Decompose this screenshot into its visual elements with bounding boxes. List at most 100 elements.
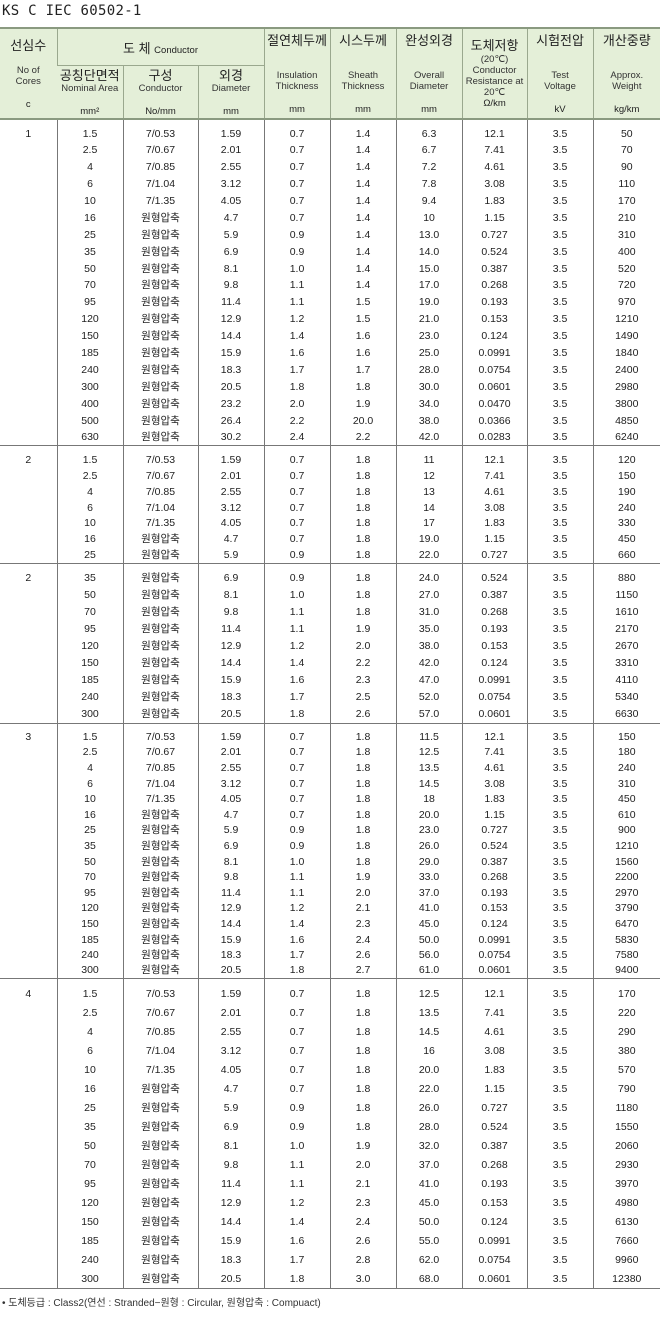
- table-cell: 3.5: [526, 723, 594, 745]
- table-cell: 10: [395, 209, 463, 227]
- table-cell: 3790: [592, 900, 660, 917]
- table-cell: 1.8: [329, 483, 397, 500]
- cores-cell: [0, 142, 57, 159]
- table-cell: 2.5: [56, 1003, 123, 1023]
- table-cell: 3.0: [329, 1269, 397, 1289]
- table-cell: 3.5: [526, 744, 594, 761]
- table-cell: 0.7: [263, 209, 331, 227]
- table-row: 2.5 7/0.67 2.01 0.7 1.8 13.5 7.41 3.5 220: [0, 1003, 660, 1023]
- table-cell: 15.9: [197, 344, 265, 362]
- table-row: 95 원형압축 11.4 1.1 1.5 19.0 0.193 3.5 970: [0, 293, 660, 311]
- table-cell: 1.6: [263, 1231, 331, 1251]
- table-cell: 3.5: [526, 962, 594, 979]
- cores-ko: 선심수: [10, 37, 47, 53]
- table-cell: 1.83: [461, 1060, 528, 1080]
- table-cell: 1.1: [263, 277, 331, 294]
- table-cell: 0.7: [263, 1003, 331, 1023]
- table-row: 120 원형압축 12.9 1.2 2.3 45.0 0.153 3.5 4980: [0, 1193, 660, 1213]
- table-cell: 3.5: [526, 467, 594, 484]
- table-cell: 660: [592, 547, 660, 564]
- table-header: 선심수 No of Cores c 도 체 Conductor 절연체두께 Ins…: [0, 28, 660, 120]
- table-cell: 0.7: [263, 1041, 331, 1061]
- table-cell: 52.0: [395, 688, 463, 706]
- table-cell: 3.5: [526, 192, 594, 210]
- table-row: 185 원형압축 15.9 1.6 2.3 47.0 0.0991 3.5 4110: [0, 671, 660, 689]
- table-cell: 7/0.53: [122, 119, 198, 142]
- cores-unit: c: [25, 98, 31, 110]
- table-row: 120 원형압축 12.9 1.2 1.5 21.0 0.153 3.5 1210: [0, 310, 660, 328]
- table-cell: 1.0: [263, 260, 331, 278]
- table-cell: 7/1.35: [122, 1060, 198, 1080]
- table-cell: 7/0.85: [122, 158, 198, 176]
- table-cell: 1.7: [329, 361, 397, 379]
- table-cell: 2400: [592, 361, 660, 379]
- voltage-ko: 시험전압: [536, 32, 584, 48]
- table-cell: 3.5: [526, 175, 594, 193]
- table-cell: 3.5: [526, 344, 594, 362]
- table-cell: 원형압축: [122, 277, 198, 294]
- table-cell: 50: [56, 853, 123, 870]
- table-cell: 42.0: [395, 429, 463, 446]
- table-cell: 원형압축: [122, 705, 198, 723]
- table-cell: 56.0: [395, 947, 463, 963]
- cores-cell: [0, 869, 57, 885]
- table-row: 70 원형압축 9.8 1.1 2.0 37.0 0.268 3.5 2930: [0, 1155, 660, 1175]
- table-cell: 4.61: [461, 760, 528, 776]
- table-cell: 2.55: [197, 158, 265, 176]
- table-cell: 원형압축: [122, 260, 198, 278]
- table-cell: 1.9: [329, 395, 397, 413]
- table-cell: 원형압축: [122, 226, 198, 244]
- table-cell: 170: [592, 192, 660, 210]
- table-cell: 7/0.53: [122, 445, 198, 468]
- table-cell: 5830: [592, 931, 660, 948]
- table-cell: 원형압축: [122, 310, 198, 328]
- table-cell: 1.9: [329, 869, 397, 885]
- table-cell: 120: [56, 310, 123, 328]
- table-cell: 3.5: [526, 563, 594, 587]
- table-cell: 원형압축: [122, 869, 198, 885]
- table-cell: 원형압축: [122, 209, 198, 227]
- table-cell: 7/1.35: [122, 192, 198, 210]
- table-cell: 2.1: [329, 1174, 397, 1194]
- cores-cell: [0, 226, 57, 243]
- table-row: 35 원형압축 6.9 0.9 1.8 28.0 0.524 3.5 1550: [0, 1117, 660, 1137]
- cores-cell: [0, 638, 57, 655]
- table-cell: 50.0: [395, 931, 463, 948]
- table-cell: 19.0: [395, 293, 463, 311]
- cores-cell: [0, 901, 57, 917]
- table-cell: 22.0: [395, 1079, 463, 1099]
- table-cell: 0.268: [461, 277, 528, 294]
- cores-cell: [0, 209, 57, 226]
- table-cell: 1.4: [263, 1212, 331, 1232]
- table-cell: 2.5: [56, 467, 123, 484]
- table-cell: 2.0: [263, 395, 331, 413]
- table-cell: 45.0: [395, 1193, 463, 1213]
- table-row: 2.5 7/0.67 2.01 0.7 1.8 12.5 7.41 3.5 180: [0, 744, 660, 761]
- weight-unit: kg/km: [614, 103, 640, 115]
- voltage-en: Test Voltage: [544, 69, 576, 92]
- table-row: 4 1.5 7/0.53 1.59 0.7 1.8 12.5 12.1 3.5 170: [0, 978, 660, 1004]
- table-cell: 1490: [592, 327, 660, 345]
- table-cell: 0.0991: [461, 671, 528, 689]
- table-cell: 1560: [592, 853, 660, 870]
- table-cell: 1.4: [329, 260, 397, 278]
- table-cell: 7/1.35: [122, 515, 198, 532]
- table-cell: 4.61: [461, 483, 528, 500]
- table-cell: 1.8: [329, 531, 397, 548]
- table-cell: 원형압축: [122, 563, 198, 587]
- table-cell: 25: [56, 1098, 123, 1118]
- table-cell: 16: [56, 531, 123, 548]
- table-cell: 29.0: [395, 853, 463, 870]
- insulation-en: Insulation Thickness: [275, 69, 319, 92]
- table-row: 150 원형압축 14.4 1.4 2.3 45.0 0.124 3.5 6470: [0, 916, 660, 932]
- table-cell: 원형압축: [122, 931, 198, 948]
- table-cell: 1.7: [263, 688, 331, 706]
- table-cell: 3.5: [526, 1079, 594, 1099]
- table-cell: 2.55: [197, 1022, 265, 1042]
- table-row: 6 7/1.04 3.12 0.7 1.8 14.5 3.08 3.5 310: [0, 775, 660, 792]
- table-cell: 7.8: [395, 175, 463, 193]
- table-row: 2 1.5 7/0.53 1.59 0.7 1.8 11 12.1 3.5 120: [0, 445, 660, 468]
- cores-cell: [0, 963, 57, 979]
- table-cell: 3.5: [526, 931, 594, 948]
- cores-group: 4 1.5 7/0.53 1.59 0.7 1.8 12.5 12.1 3.5 170 2.5 7/0…: [0, 978, 660, 1289]
